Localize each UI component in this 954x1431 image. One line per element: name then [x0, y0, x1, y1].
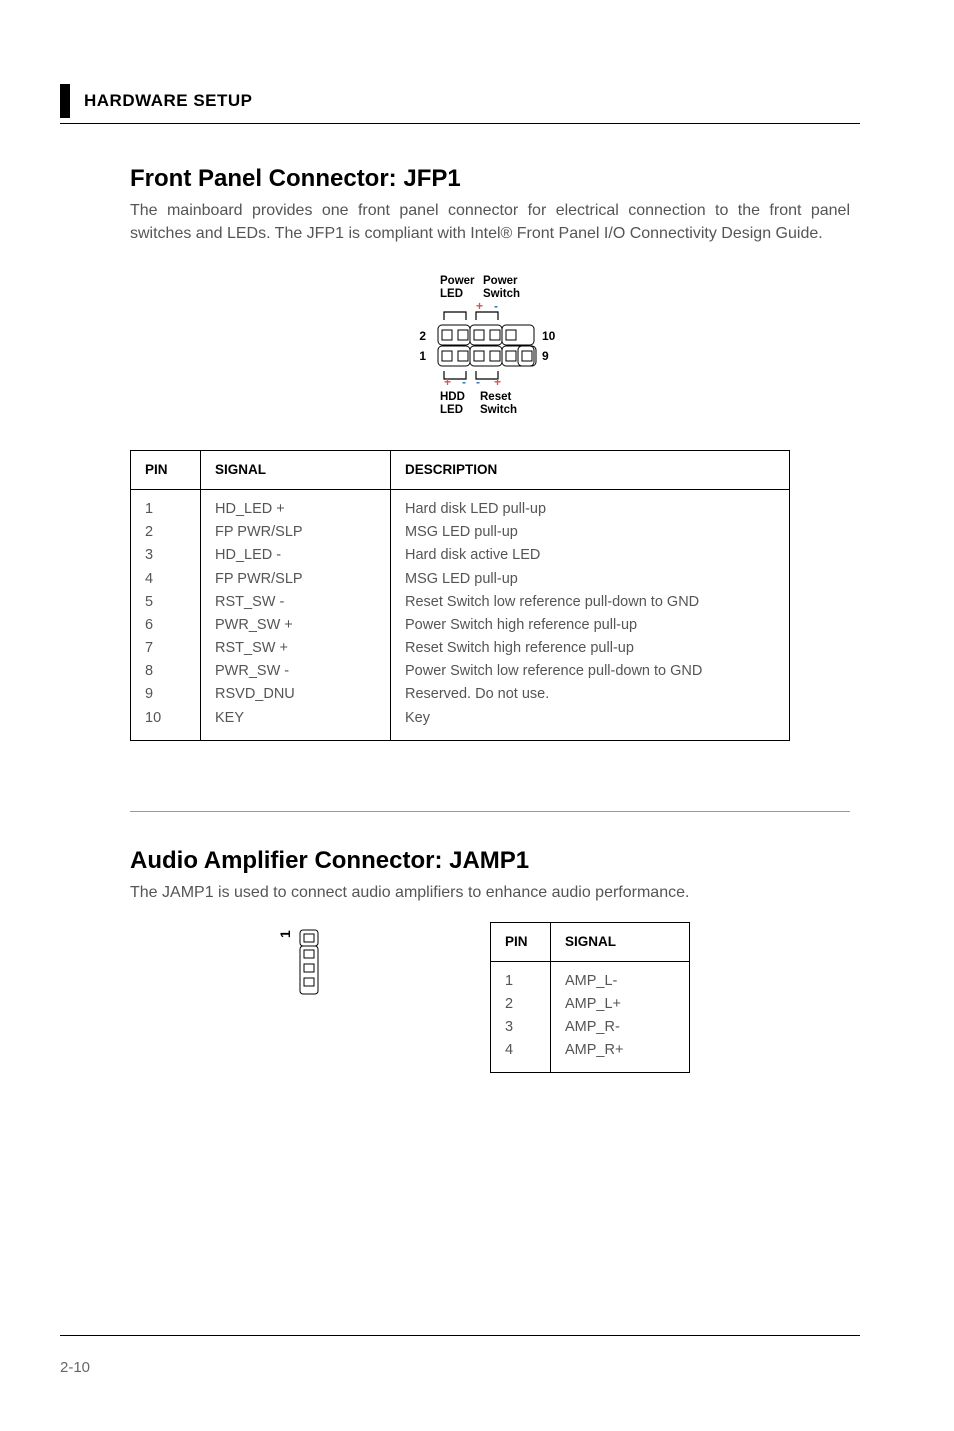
table-cell: HD_LED + FP PWR/SLP HD_LED - FP PWR/SLP …: [201, 489, 391, 740]
page-number: 2-10: [60, 1359, 90, 1376]
label-switch-b: Switch: [480, 404, 517, 416]
label-led-b: LED: [440, 404, 463, 416]
header-bar: HARDWARE SETUP: [60, 84, 253, 118]
header-tick: [60, 84, 70, 118]
section2-body: The JAMP1 is used to connect audio ampli…: [130, 881, 850, 904]
pin10-label: 10: [542, 329, 556, 343]
jamp1-table-wrap: PIN SIGNAL 1 2 3 4AMP_L- AMP_L+ AMP_R- A…: [490, 922, 850, 1073]
th-signal2: SIGNAL: [551, 923, 690, 962]
section-divider: [130, 811, 850, 812]
minus-top: -: [494, 299, 498, 313]
th-pin2: PIN: [491, 923, 551, 962]
section1-body: The mainboard provides one front panel c…: [130, 199, 850, 245]
table-cell: 1 2 3 4: [491, 961, 551, 1073]
jamp1-diagram: 1: [130, 922, 490, 1027]
plus-top: +: [476, 299, 483, 313]
header-title: HARDWARE SETUP: [84, 91, 253, 111]
th-desc: DESCRIPTION: [391, 451, 790, 490]
table-cell: Hard disk LED pull-up MSG LED pull-up Ha…: [391, 489, 790, 740]
jamp1-row: 1 PIN SIGNAL 1 2 3 4: [130, 922, 850, 1073]
jamp1-pin1-label: 1: [277, 930, 293, 938]
minus-bl: -: [462, 375, 466, 389]
jfp1-diagram: + - + - - + Power LED Power Switch HDD L…: [130, 270, 850, 425]
jamp1-svg: 1: [270, 922, 350, 1022]
table-row: 1 2 3 4AMP_L- AMP_L+ AMP_R- AMP_R+: [491, 961, 690, 1073]
plus-br: +: [494, 375, 501, 389]
content-area: Front Panel Connector: JFP1 The mainboar…: [130, 165, 850, 1073]
label-switch-r: Switch: [483, 288, 520, 300]
th-pin: PIN: [131, 451, 201, 490]
footer-line: [60, 1335, 860, 1336]
table-header-row: PIN SIGNAL: [491, 923, 690, 962]
label-power-r: Power: [483, 275, 518, 287]
label-hdd: HDD: [440, 391, 465, 403]
label-reset: Reset: [480, 391, 511, 403]
pin2-label: 2: [419, 329, 426, 343]
th-signal: SIGNAL: [201, 451, 391, 490]
plus-bl: +: [444, 375, 451, 389]
label-power-l: Power: [440, 275, 475, 287]
jamp1-table: PIN SIGNAL 1 2 3 4AMP_L- AMP_L+ AMP_R- A…: [490, 922, 690, 1073]
pin1-label: 1: [419, 349, 426, 363]
table-header-row: PIN SIGNAL DESCRIPTION: [131, 451, 790, 490]
section1-title: Front Panel Connector: JFP1: [130, 165, 850, 193]
label-led-l: LED: [440, 288, 463, 300]
table-cell: AMP_L- AMP_L+ AMP_R- AMP_R+: [551, 961, 690, 1073]
pin9-label: 9: [542, 349, 549, 363]
jfp1-svg: + - + - - + Power LED Power Switch HDD L…: [390, 270, 590, 425]
jfp1-table: PIN SIGNAL DESCRIPTION 1 2 3 4 5 6 7 8 9…: [130, 450, 790, 740]
section2-title: Audio Amplifier Connector: JAMP1: [130, 847, 850, 875]
table-row: 1 2 3 4 5 6 7 8 9 10HD_LED + FP PWR/SLP …: [131, 489, 790, 740]
minus-br: -: [476, 375, 480, 389]
header-line: [60, 123, 860, 124]
table-cell: 1 2 3 4 5 6 7 8 9 10: [131, 489, 201, 740]
